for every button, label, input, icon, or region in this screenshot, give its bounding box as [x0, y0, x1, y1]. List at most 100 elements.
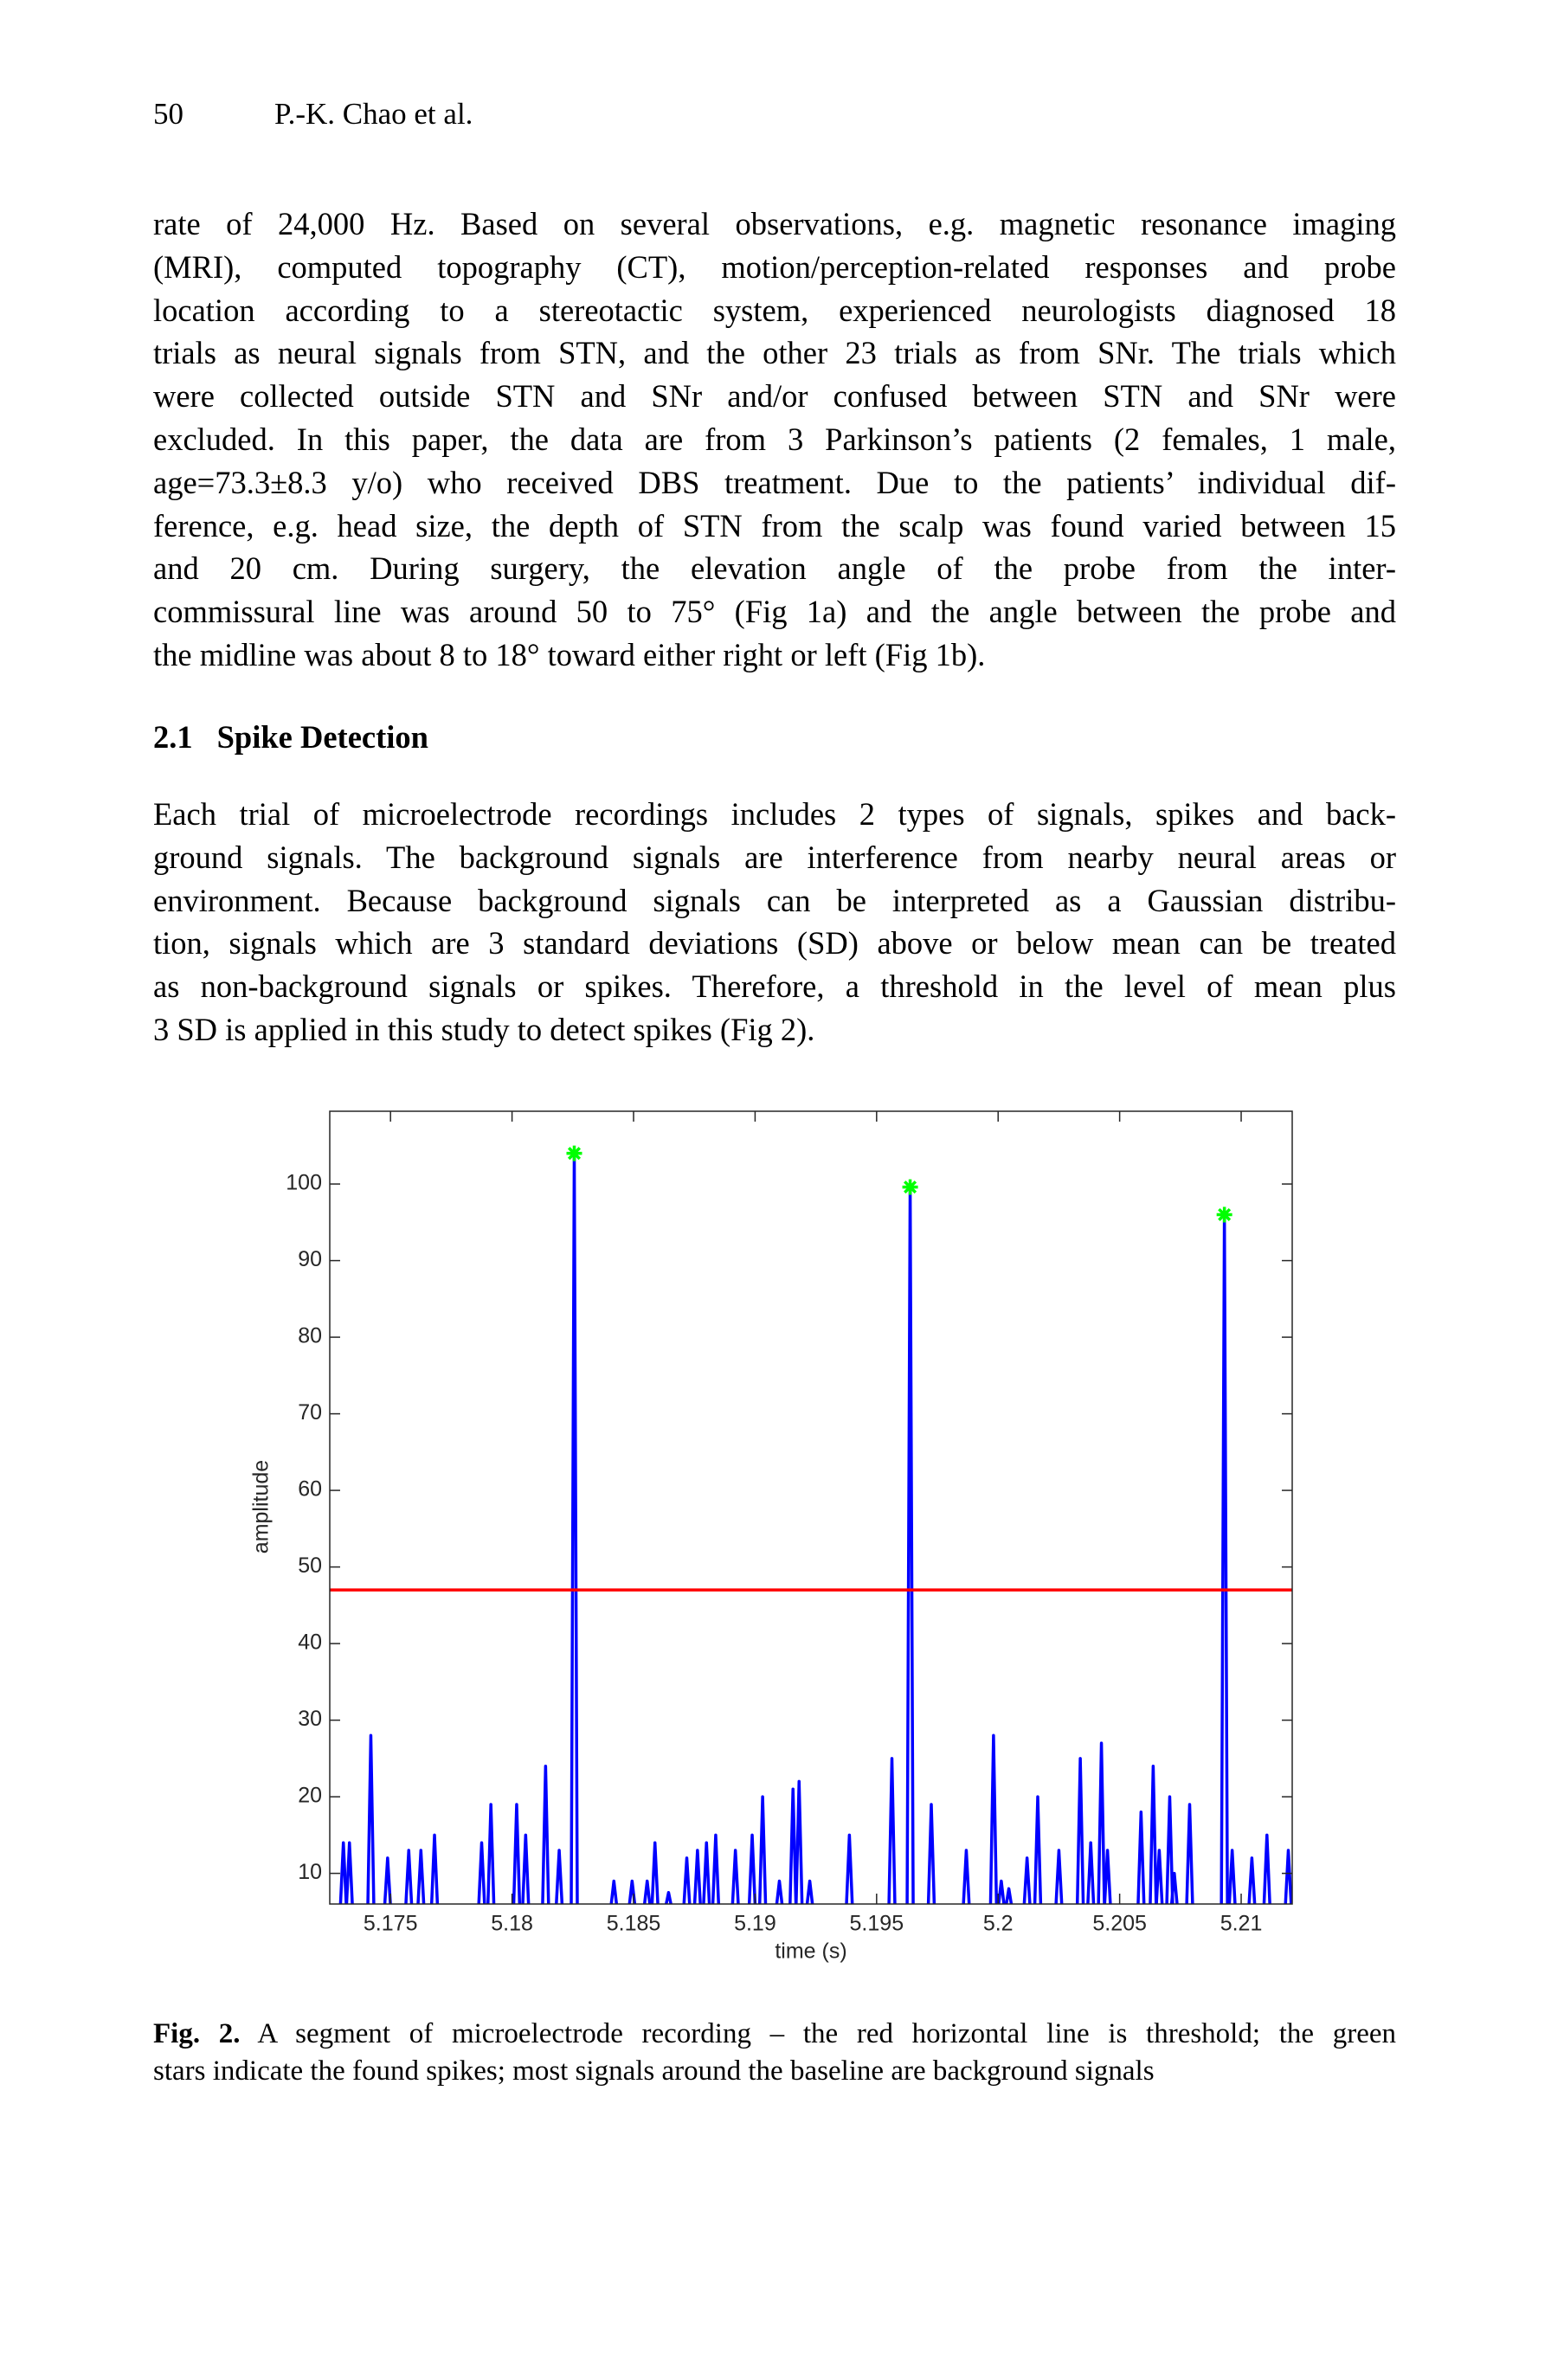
- spike: [845, 1833, 854, 1904]
- marker-stroke: [1218, 1207, 1232, 1222]
- spike: [988, 1734, 999, 1904]
- spike: [404, 1849, 414, 1904]
- spike: [416, 1849, 426, 1904]
- spike: [1262, 1833, 1271, 1904]
- section-title: Spike Detection: [216, 719, 428, 755]
- spike: [775, 1879, 784, 1904]
- y-tick-label: 70: [298, 1400, 322, 1425]
- spike: [366, 1734, 376, 1904]
- spike: [702, 1841, 711, 1904]
- x-axis-label: time (s): [775, 1939, 846, 1964]
- spike: [1185, 1803, 1194, 1904]
- spike: [1227, 1849, 1237, 1904]
- spike: [650, 1841, 660, 1904]
- figure-caption: Fig. 2. A segment of microelectrode reco…: [153, 2016, 1396, 2090]
- spike: [905, 1182, 915, 1904]
- caption-line: Fig. 2. A segment of microelectrode reco…: [153, 2016, 1396, 2053]
- caption-line: stars indicate the found spikes; most si…: [153, 2053, 1396, 2090]
- spike: [477, 1841, 486, 1904]
- y-tick-label: 50: [298, 1553, 322, 1578]
- paragraph: rate of 24,000 Hz. Based on several obse…: [153, 203, 1396, 677]
- spike: [1169, 1871, 1179, 1904]
- x-tick-label: 5.205: [1092, 1912, 1147, 1936]
- text-line: trials as neural signals from STN, and t…: [153, 335, 1396, 371]
- spike: [512, 1803, 522, 1904]
- caption-text: A segment of microelectrode recording – …: [257, 2018, 1397, 2049]
- spike: [805, 1879, 814, 1904]
- text-line: age=73.3±8.3 y/o) who received DBS treat…: [153, 464, 1396, 500]
- spike: [383, 1856, 392, 1904]
- spike: [1136, 1811, 1146, 1904]
- y-axis-label: amplitude: [249, 1460, 274, 1553]
- spike: [1054, 1849, 1064, 1904]
- spike: [795, 1779, 804, 1904]
- section-number: 2.1: [153, 719, 193, 755]
- spike-marker: [1216, 1206, 1232, 1223]
- text-line: Each trial of microelectrode recordings …: [153, 796, 1396, 832]
- y-tick-label: 80: [298, 1324, 322, 1348]
- text-line: the midline was about 8 to 18° toward ei…: [153, 636, 986, 672]
- y-tick-label: 100: [286, 1171, 322, 1195]
- spike: [541, 1764, 550, 1904]
- spike: [926, 1803, 936, 1904]
- spike: [1149, 1764, 1158, 1904]
- spike: [1220, 1213, 1229, 1904]
- spike-marker: [902, 1179, 918, 1195]
- marker-stroke: [904, 1180, 917, 1194]
- text-line: environment. Because background signals …: [153, 882, 1396, 918]
- caption-label: Fig. 2.: [153, 2018, 241, 2049]
- spike: [747, 1833, 757, 1904]
- x-tick-label: 5.175: [364, 1912, 418, 1936]
- text-line: tion, signals which are 3 standard devia…: [153, 925, 1396, 962]
- spike: [1075, 1757, 1085, 1904]
- spike: [997, 1879, 1006, 1904]
- x-tick-label: 5.18: [491, 1912, 533, 1936]
- spike: [1155, 1849, 1164, 1904]
- spike: [1086, 1841, 1096, 1904]
- spike: [664, 1890, 673, 1904]
- spike: [788, 1787, 798, 1904]
- text-line: 3 SD is applied in this study to detect …: [153, 1011, 815, 1047]
- spike: [757, 1795, 768, 1904]
- spike: [642, 1879, 652, 1904]
- spike: [1097, 1741, 1106, 1904]
- y-tick-label: 60: [298, 1477, 322, 1502]
- y-tick-label: 10: [298, 1860, 322, 1884]
- spike: [486, 1803, 496, 1904]
- spike-marker: [566, 1145, 582, 1161]
- spike: [682, 1856, 692, 1904]
- spike: [692, 1849, 702, 1904]
- paragraph: Each trial of microelectrode recordings …: [153, 793, 1396, 1052]
- text-line: excluded. In this paper, the data are fr…: [153, 421, 1396, 457]
- spike: [1004, 1887, 1014, 1904]
- section-heading: 2.1 Spike Detection: [153, 718, 428, 756]
- x-tick-label: 5.185: [607, 1912, 661, 1936]
- spike: [1165, 1795, 1175, 1904]
- y-tick-label: 90: [298, 1247, 322, 1271]
- x-tick-label: 5.19: [734, 1912, 776, 1936]
- text-line: ference, e.g. head size, the depth of ST…: [153, 507, 1396, 544]
- spike: [609, 1879, 619, 1904]
- spike: [570, 1151, 579, 1904]
- spike: [887, 1757, 897, 1904]
- spike: [1247, 1856, 1257, 1904]
- spike: [711, 1833, 721, 1904]
- marker-stroke: [567, 1147, 582, 1161]
- spike: [344, 1841, 354, 1904]
- spike: [1033, 1795, 1043, 1904]
- spike: [429, 1833, 440, 1904]
- x-tick-label: 5.2: [983, 1912, 1014, 1936]
- spike: [962, 1849, 971, 1904]
- spike: [1022, 1856, 1032, 1904]
- running-head: P.-K. Chao et al.: [274, 97, 473, 131]
- caption-text: stars indicate the found spikes; most si…: [153, 2055, 1155, 2087]
- text-line: as non-background signals or spikes. The…: [153, 968, 1396, 1005]
- x-tick-label: 5.195: [850, 1912, 904, 1936]
- spike: [555, 1849, 564, 1904]
- spike: [521, 1833, 531, 1904]
- spike: [1103, 1849, 1112, 1904]
- y-tick-label: 30: [298, 1707, 322, 1731]
- text-line: were collected outside STN and SNr and/o…: [153, 378, 1396, 415]
